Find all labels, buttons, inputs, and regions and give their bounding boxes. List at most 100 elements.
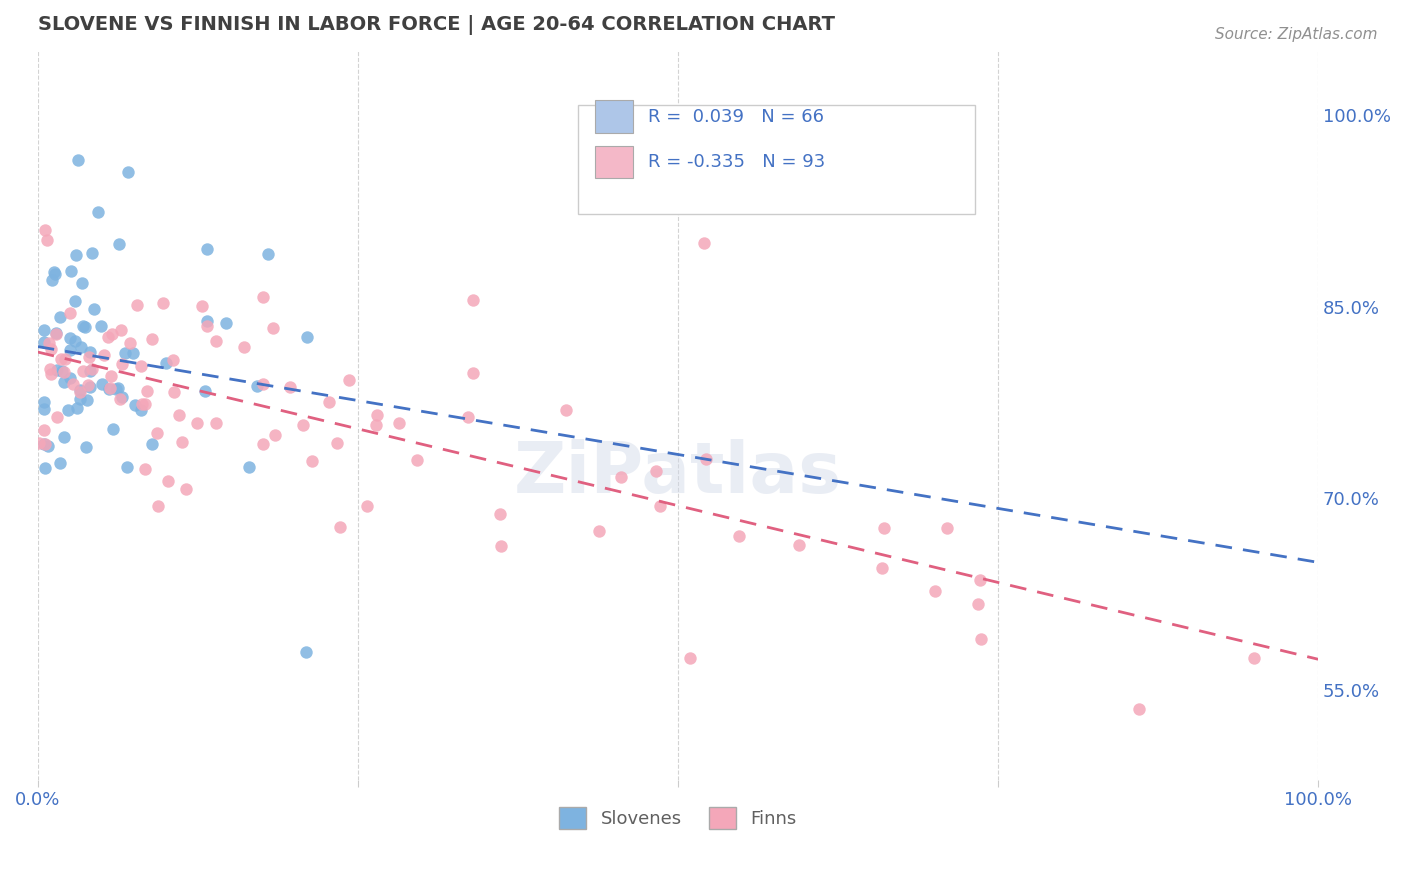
- FancyBboxPatch shape: [595, 101, 633, 133]
- Point: [246, 379, 269, 393]
- Point: [38, 335, 60, 350]
- Point: [69, 384, 91, 399]
- Point: [252, 436, 274, 450]
- Point: [45, 326, 67, 341]
- Point: [93, 348, 115, 362]
- Point: [609, 470, 631, 484]
- Point: [969, 573, 991, 587]
- Point: [129, 403, 152, 417]
- Point: [967, 597, 990, 611]
- Point: [58, 403, 80, 417]
- Point: [252, 377, 274, 392]
- Point: [77, 350, 100, 364]
- Point: [644, 464, 666, 478]
- Point: [1243, 651, 1265, 665]
- Point: [787, 538, 810, 552]
- Point: [107, 381, 129, 395]
- Point: [215, 316, 238, 330]
- Point: [44, 267, 66, 281]
- Point: [364, 417, 387, 432]
- Point: [728, 529, 751, 543]
- Point: [52, 430, 75, 444]
- Point: [62, 377, 84, 392]
- Point: [59, 343, 82, 358]
- Point: [318, 395, 340, 409]
- Text: SLOVENE VS FINNISH IN LABOR FORCE | AGE 20-64 CORRELATION CHART: SLOVENE VS FINNISH IN LABOR FORCE | AGE …: [38, 15, 835, 35]
- Point: [104, 382, 127, 396]
- Point: [51, 364, 73, 378]
- Point: [34, 461, 56, 475]
- Point: [39, 342, 62, 356]
- Point: [66, 401, 89, 415]
- Point: [34, 437, 56, 451]
- Point: [193, 384, 215, 398]
- Point: [72, 319, 94, 334]
- Point: [82, 245, 104, 260]
- Point: [67, 153, 90, 167]
- Point: [53, 365, 76, 379]
- Point: [82, 362, 104, 376]
- Point: [124, 399, 146, 413]
- Point: [457, 409, 479, 424]
- Point: [32, 394, 55, 409]
- Point: [118, 336, 141, 351]
- Point: [292, 418, 315, 433]
- Point: [406, 453, 429, 467]
- Point: [121, 346, 143, 360]
- Point: [48, 456, 70, 470]
- Point: [100, 369, 122, 384]
- Point: [134, 462, 156, 476]
- Point: [163, 384, 186, 399]
- Point: [555, 403, 578, 417]
- Point: [141, 332, 163, 346]
- Text: R =  0.039   N = 66: R = 0.039 N = 66: [648, 108, 824, 126]
- Point: [650, 499, 672, 513]
- Point: [152, 296, 174, 310]
- Text: Source: ZipAtlas.com: Source: ZipAtlas.com: [1215, 27, 1378, 42]
- Point: [936, 521, 959, 535]
- Point: [101, 327, 124, 342]
- Point: [97, 383, 120, 397]
- Point: [873, 521, 896, 535]
- Point: [205, 416, 228, 430]
- Point: [32, 334, 55, 349]
- Point: [39, 367, 62, 381]
- Point: [45, 409, 67, 424]
- Point: [301, 454, 323, 468]
- Point: [191, 299, 214, 313]
- Point: [695, 452, 717, 467]
- Point: [59, 306, 82, 320]
- Point: [65, 294, 87, 309]
- Point: [86, 205, 108, 219]
- Point: [337, 373, 360, 387]
- Point: [924, 583, 946, 598]
- Point: [1128, 702, 1150, 716]
- Point: [174, 483, 197, 497]
- Point: [131, 397, 153, 411]
- Point: [69, 383, 91, 397]
- Point: [79, 344, 101, 359]
- Point: [186, 416, 208, 430]
- Point: [195, 242, 218, 256]
- Point: [195, 318, 218, 333]
- Point: [692, 235, 714, 250]
- Point: [97, 330, 120, 344]
- Point: [79, 364, 101, 378]
- FancyBboxPatch shape: [595, 145, 633, 178]
- Point: [169, 408, 191, 422]
- Point: [45, 326, 67, 341]
- Point: [98, 381, 121, 395]
- Point: [252, 289, 274, 303]
- Point: [107, 237, 129, 252]
- Point: [114, 346, 136, 360]
- Point: [28, 435, 51, 450]
- Point: [76, 393, 98, 408]
- Point: [45, 363, 67, 377]
- Point: [326, 436, 349, 450]
- Point: [970, 632, 993, 646]
- Point: [262, 320, 284, 334]
- Point: [65, 247, 87, 261]
- Point: [91, 376, 114, 391]
- Point: [49, 310, 72, 325]
- Point: [146, 499, 169, 513]
